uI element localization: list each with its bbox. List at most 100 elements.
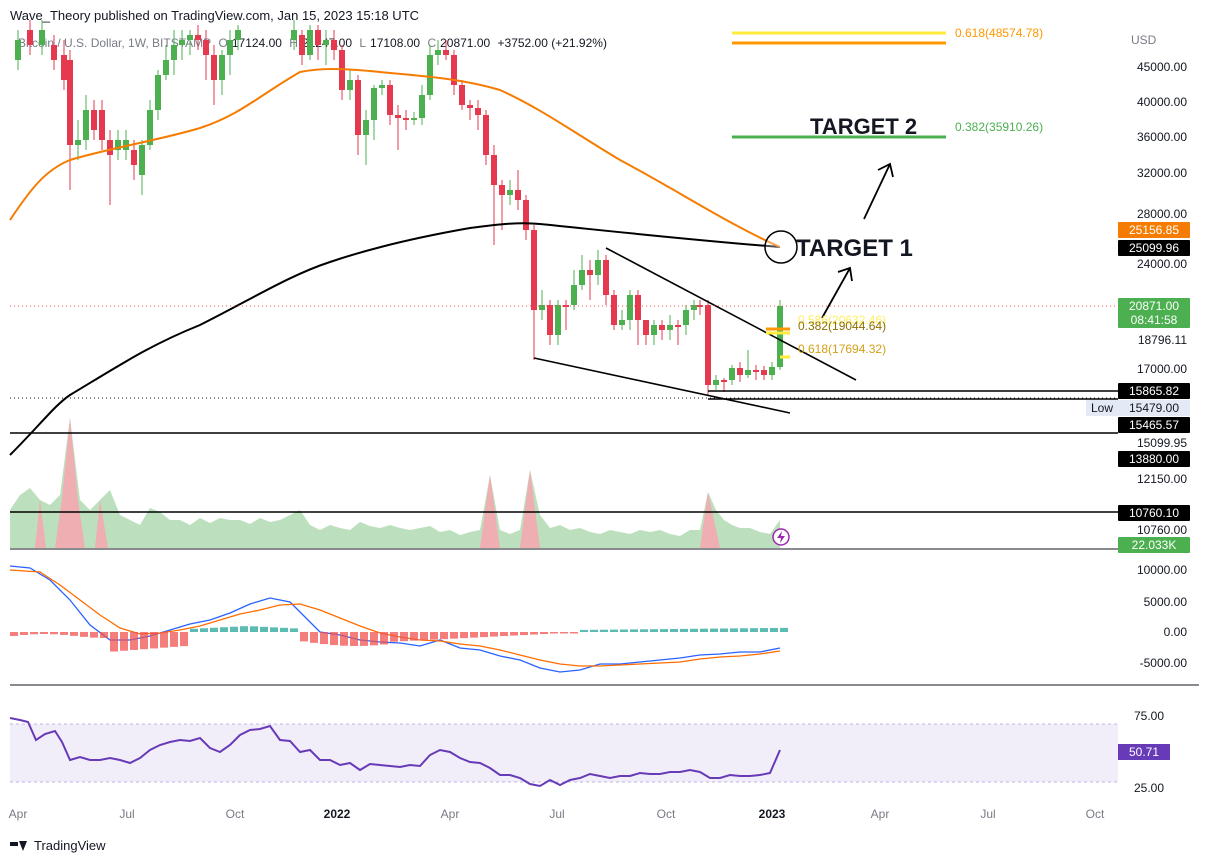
ma-200-line: [9, 222, 781, 456]
candle: [499, 180, 505, 230]
symbol-title: Bitcoin / U.S. Dollar, 1W, BITSTAMP: [18, 36, 212, 50]
candle: [737, 362, 743, 382]
candle: [627, 290, 633, 330]
time-axis-label: Jul: [119, 807, 134, 821]
macd-bar: [770, 627, 778, 632]
candle: [467, 100, 473, 120]
svg-text:20871.00: 20871.00: [1129, 299, 1179, 313]
price-tick-label: 45000.00: [1137, 60, 1187, 74]
macd-bar: [760, 628, 768, 632]
macd-bar: [210, 627, 218, 632]
macd-bar: [100, 632, 108, 638]
price-tick-label: 24000.00: [1137, 257, 1187, 271]
macd-tick-label: 10000.00: [1137, 563, 1187, 577]
macd-bar: [90, 632, 98, 638]
candles: [15, 20, 783, 395]
target2-label: TARGET 2: [810, 114, 917, 139]
currency-label: USD: [1131, 33, 1157, 47]
volume-red: [35, 500, 46, 548]
lightning-icon[interactable]: [772, 528, 790, 546]
candle: [411, 112, 417, 125]
svg-text:15865.82: 15865.82: [1129, 384, 1179, 398]
macd-bar: [610, 629, 618, 632]
open-label: O: [218, 36, 228, 50]
macd-bar: [530, 632, 538, 635]
svg-text:13880.00: 13880.00: [1129, 452, 1179, 466]
candle: [697, 300, 703, 315]
candle: [691, 300, 697, 320]
close-value: 20871.00: [440, 36, 491, 50]
svg-text:25099.96: 25099.96: [1129, 241, 1179, 255]
macd-bar: [580, 629, 588, 632]
candle: [643, 320, 649, 345]
candle: [483, 110, 489, 165]
candle: [139, 140, 145, 195]
time-axis-label: Jul: [980, 807, 995, 821]
macd-bar: [290, 628, 298, 632]
macd-bar: [280, 627, 288, 632]
candle: [83, 95, 89, 150]
price-tick-label: 15099.95: [1137, 436, 1187, 450]
rsi-line: [9, 717, 781, 788]
macd-bar: [180, 632, 188, 647]
high-value: 21247.00: [301, 36, 352, 50]
macd-bar: [120, 632, 128, 651]
candle: [75, 120, 81, 160]
macd-bar: [110, 632, 118, 652]
macd-bar: [20, 632, 28, 636]
macd-bar: [460, 632, 468, 639]
arrow-to-target2: [863, 162, 894, 220]
candle: [355, 75, 361, 155]
macd-bar: [130, 632, 138, 650]
fib-mid-label: 0.382(35910.26): [955, 120, 1043, 134]
macd-bar: [160, 632, 168, 648]
open-value: 17124.00: [231, 36, 282, 50]
candle: [211, 45, 217, 105]
price-tick-label: 18796.11: [1138, 333, 1187, 347]
price-badge: 15479.00: [1118, 400, 1190, 416]
candle: [91, 100, 97, 140]
time-axis-label: Apr: [441, 807, 460, 821]
macd-bar: [140, 632, 148, 650]
macd-bar: [670, 628, 678, 632]
candle: [531, 225, 537, 360]
candle: [563, 300, 569, 330]
footer-brand[interactable]: TradingView: [10, 838, 106, 853]
macd-bar: [720, 628, 728, 632]
candle: [539, 290, 545, 320]
candle: [403, 110, 409, 130]
price-tick-label: 28000.00: [1137, 207, 1187, 221]
volume-red: [55, 418, 85, 548]
macd-bar: [240, 626, 248, 632]
price-badge: 20871.00: [1118, 298, 1190, 314]
macd-bar: [390, 632, 398, 642]
signal-line: [9, 569, 781, 667]
macd-bar: [480, 632, 488, 638]
candle: [769, 362, 775, 380]
macd-bar: [450, 632, 458, 639]
price-tick-label: 10760.00: [1137, 523, 1187, 537]
low-value: 17108.00: [370, 36, 421, 50]
candle: [705, 300, 711, 395]
price-badge: Low: [1086, 400, 1118, 416]
price-tick-label: 36000.00: [1137, 130, 1187, 144]
macd-histogram: [10, 626, 788, 652]
candle: [761, 366, 767, 380]
candle: [339, 45, 345, 100]
macd-bar: [630, 629, 638, 632]
price-tick-label: 12150.00: [1137, 472, 1187, 486]
arrow-to-target1: [821, 266, 853, 319]
candle: [155, 70, 161, 120]
candle: [713, 375, 719, 390]
low-label: L: [359, 36, 367, 50]
change-value: +3752.00 (+21.92%): [497, 36, 607, 50]
macd-bar: [310, 632, 318, 643]
macd-bar: [220, 627, 228, 632]
candle: [683, 305, 689, 335]
time-axis-label: Apr: [871, 807, 890, 821]
close-label: C: [427, 36, 437, 50]
macd-tick-label: -5000.00: [1140, 656, 1188, 670]
price-badge: 08:41:58: [1118, 312, 1190, 328]
candle: [219, 50, 225, 95]
